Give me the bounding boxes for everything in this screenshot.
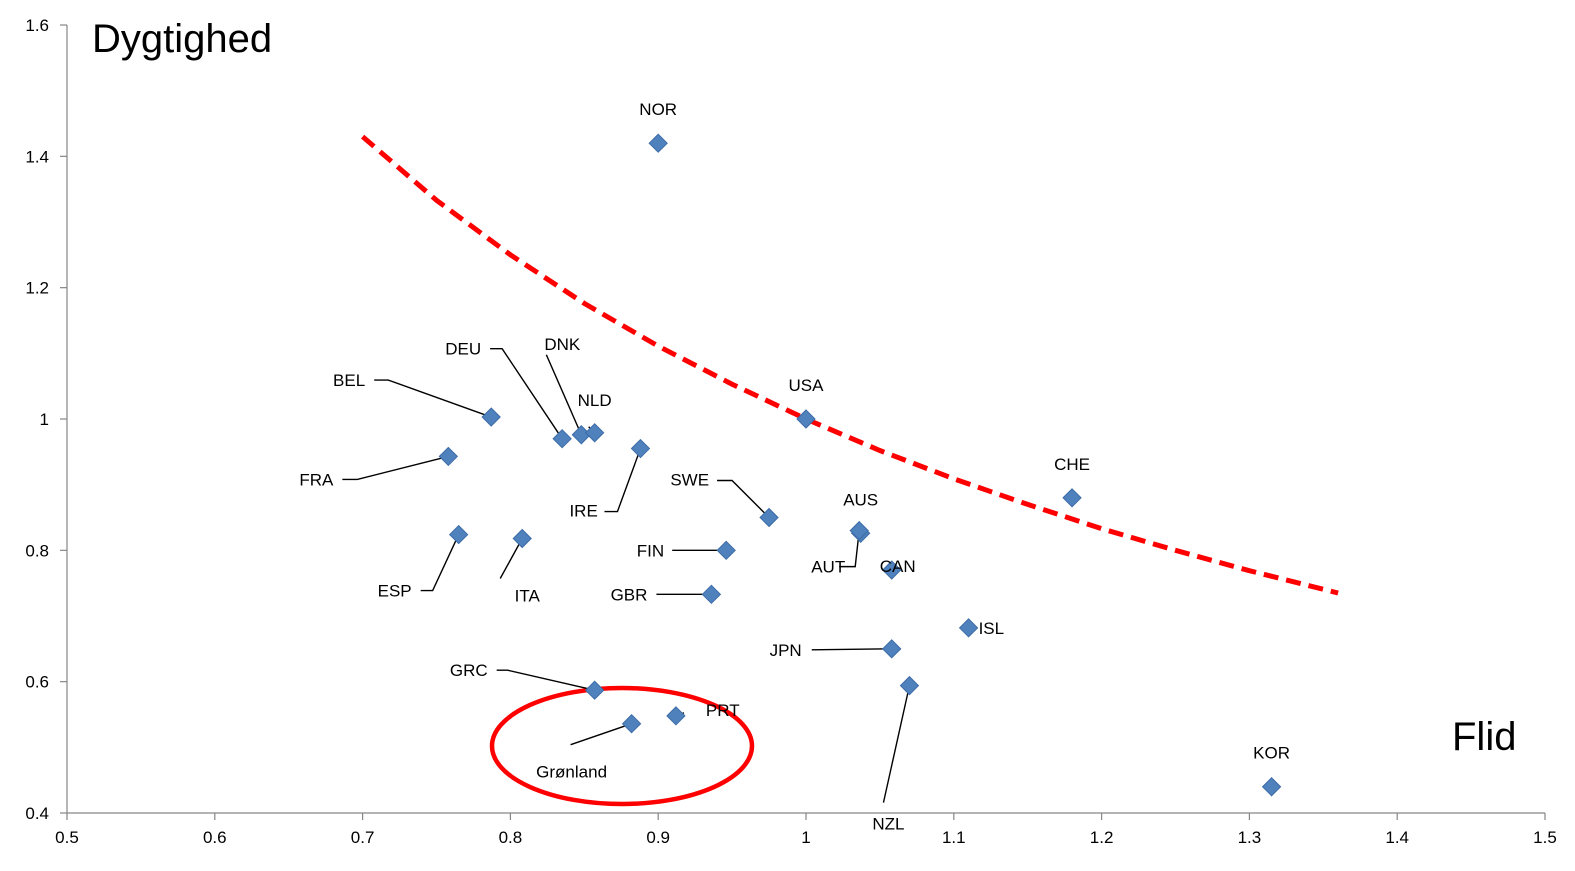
- data-point-jpn: [882, 639, 902, 659]
- point-label-ire: IRE: [569, 502, 597, 521]
- data-point-can: [882, 560, 902, 580]
- leader-line-ire: [604, 448, 642, 513]
- point-label-kor: KOR: [1253, 744, 1290, 763]
- point-label-gbr: GBR: [611, 585, 648, 604]
- data-point-fin: [716, 540, 736, 561]
- leader-line-esp: [420, 534, 460, 592]
- data-point-che: [1062, 488, 1082, 508]
- y-axis-title: Dygtighed: [92, 17, 272, 61]
- data-point-ire: [630, 438, 651, 459]
- y-tick-label: 1.4: [25, 147, 49, 166]
- x-tick-label: 1: [801, 828, 810, 847]
- leader-line-bel: [374, 379, 492, 418]
- leader-line-ita: [499, 538, 523, 579]
- data-point-usa: [796, 409, 816, 429]
- y-tick-label: 1.2: [25, 279, 49, 298]
- highlight-ellipse: [489, 685, 755, 807]
- y-tick-label: 0.4: [25, 804, 49, 823]
- point-label-usa: USA: [789, 376, 825, 395]
- leader-line-gr-nland: [570, 723, 632, 746]
- data-point-isl: [958, 618, 979, 638]
- x-tick-label: 0.8: [499, 828, 523, 847]
- leader-line-jpn: [811, 648, 892, 651]
- point-labels: NOR USA CHE BEL DEU DNK NLD IRE FRA SWE AUS ESP ITA F…: [299, 100, 1290, 833]
- leader-line-deu: [490, 348, 563, 440]
- x-tick-label: 1.5: [1533, 828, 1557, 847]
- data-point-deu: [552, 428, 572, 449]
- x-tick-label: 1.4: [1385, 828, 1409, 847]
- axes: 0.5 0.6 0.7 0.8 0.9 1 1.1 1.2 1.3 1.4 1.5 0.4 0.6 0.8…: [25, 16, 1556, 847]
- point-label-deu: DEU: [445, 340, 481, 359]
- leader-line-fra: [342, 455, 449, 481]
- point-label-can: CAN: [880, 557, 916, 576]
- leader-line-grc: [496, 669, 595, 691]
- point-label-isl: ISL: [979, 619, 1005, 638]
- data-point-esp: [448, 524, 469, 545]
- point-label-grc: GRC: [450, 661, 488, 680]
- data-point-aut: [849, 520, 869, 541]
- leader-line-nzl: [882, 685, 911, 803]
- point-label-esp: ESP: [378, 582, 412, 601]
- point-label-fin: FIN: [637, 541, 664, 560]
- x-tick-label: 0.9: [646, 828, 670, 847]
- data-point-bel: [481, 407, 501, 427]
- point-label-ita: ITA: [515, 587, 541, 606]
- x-tick-label: 1.1: [942, 828, 966, 847]
- x-tick-label: 0.7: [351, 828, 375, 847]
- point-label-nld: NLD: [578, 391, 612, 410]
- point-label-prt: PRT: [706, 701, 740, 720]
- y-tick-label: 0.8: [25, 541, 49, 560]
- point-label-nor: NOR: [639, 100, 677, 119]
- data-point-gr-nland: [621, 713, 642, 734]
- data-point-grc: [584, 680, 605, 700]
- leader-line-aut: [839, 530, 860, 568]
- data-point-fra: [438, 446, 459, 467]
- point-label-fra: FRA: [299, 470, 334, 489]
- point-label-aut: AUT: [811, 558, 845, 577]
- data-point-nld: [584, 423, 605, 443]
- label-leader-lines: [342, 348, 911, 803]
- x-tick-label: 1.3: [1238, 828, 1262, 847]
- data-point-ita: [512, 528, 532, 549]
- x-axis-title: Flid: [1452, 715, 1516, 759]
- data-point-nor: [648, 133, 668, 153]
- leader-line-swe: [717, 479, 770, 518]
- data-point-gbr: [701, 584, 722, 605]
- y-tick-label: 1: [40, 410, 49, 429]
- data-point-nzl: [899, 675, 920, 696]
- x-tick-label: 0.6: [203, 828, 227, 847]
- x-tick-label: 0.5: [55, 828, 79, 847]
- point-label-jpn: JPN: [770, 641, 802, 660]
- data-point-kor: [1261, 777, 1282, 797]
- point-label-bel: BEL: [333, 371, 365, 390]
- x-tick-label: 1.2: [1090, 828, 1114, 847]
- point-label-dnk: DNK: [544, 335, 581, 354]
- data-points: [438, 133, 1282, 797]
- frontier-curve: [360, 134, 1339, 596]
- data-point-swe: [759, 507, 779, 528]
- y-tick-label: 1.6: [25, 16, 49, 35]
- point-label-che: CHE: [1054, 455, 1090, 474]
- point-label-nzl: NZL: [872, 815, 904, 834]
- point-label-aus: AUS: [843, 490, 878, 509]
- leader-line-dnk: [545, 354, 582, 436]
- point-label-swe: SWE: [670, 471, 709, 490]
- y-tick-label: 0.6: [25, 673, 49, 692]
- data-point-prt: [666, 706, 686, 726]
- point-label-gr-nland: Grønland: [536, 763, 607, 782]
